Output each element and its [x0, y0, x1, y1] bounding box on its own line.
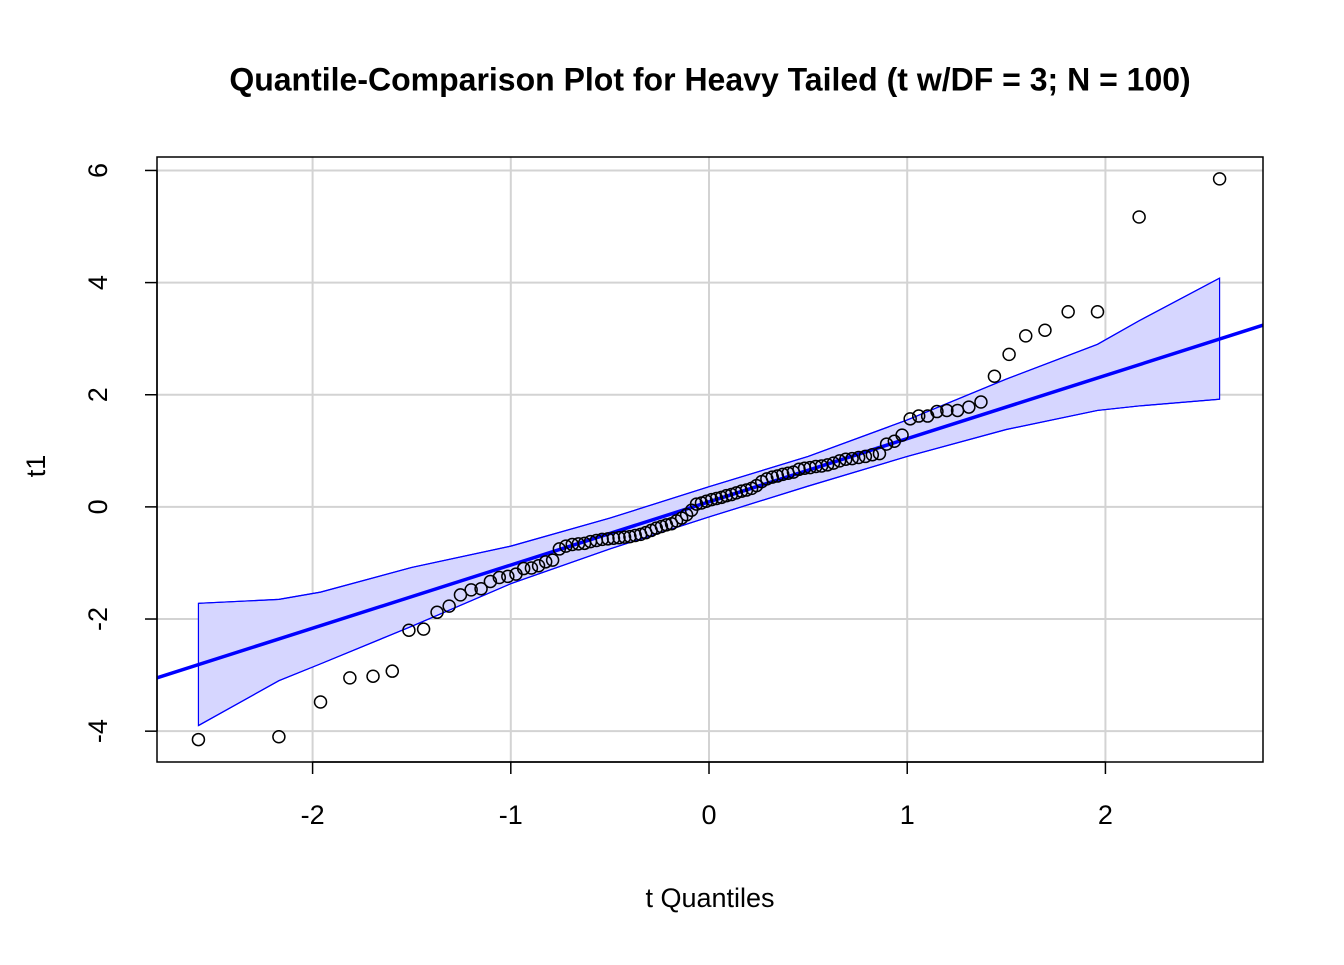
data-point	[962, 400, 976, 414]
data-point	[903, 412, 917, 426]
data-point	[734, 484, 749, 498]
data-point	[313, 695, 328, 709]
data-point	[820, 458, 835, 472]
data-point	[689, 497, 704, 511]
data-point	[851, 450, 866, 465]
data-point	[679, 507, 694, 522]
data-point	[617, 530, 632, 544]
data-point	[430, 605, 444, 620]
data-point	[832, 454, 847, 468]
data-point	[385, 664, 400, 678]
data-point	[974, 395, 988, 409]
y-tick-label: -2	[83, 607, 113, 631]
x-tick-label: 0	[701, 800, 716, 830]
plot-frame	[156, 156, 1264, 763]
data-point	[501, 569, 515, 584]
data-point	[1038, 323, 1052, 338]
data-point	[442, 599, 456, 613]
data-point	[709, 491, 724, 506]
data-point	[911, 409, 926, 423]
data-point	[474, 581, 488, 596]
data-point	[987, 369, 1002, 383]
data-point	[601, 532, 615, 546]
data-point	[343, 671, 357, 685]
data-point	[545, 553, 560, 567]
y-tick-label: 6	[83, 163, 113, 178]
data-point	[930, 404, 944, 419]
data-point	[492, 570, 507, 585]
data-point	[366, 669, 380, 683]
y-tick-label: 4	[83, 275, 113, 290]
data-point	[464, 583, 478, 597]
data-point	[704, 492, 719, 507]
data-point	[524, 561, 539, 575]
data-point	[879, 437, 894, 451]
x-axis-label: t Quantiles	[645, 883, 774, 913]
data-point	[538, 555, 553, 569]
data-point	[402, 623, 416, 637]
data-point	[826, 456, 841, 470]
data-point	[940, 403, 954, 418]
chart-title: Quantile-Comparison Plot for Heavy Taile…	[229, 61, 1190, 97]
data-point	[612, 530, 626, 545]
x-tick-label: 1	[900, 800, 915, 830]
data-point	[552, 542, 567, 556]
y-tick-label: 2	[83, 387, 113, 402]
data-point	[606, 531, 621, 546]
y-tick-label: -4	[83, 719, 113, 743]
envelope-upper	[198, 277, 1220, 604]
y-axis-label: t1	[21, 455, 51, 478]
data-point	[872, 446, 887, 461]
data-point	[895, 428, 909, 442]
reference-line	[157, 323, 1263, 680]
data-point	[865, 447, 880, 462]
data-point	[719, 488, 734, 503]
data-point	[623, 529, 637, 544]
data-point	[839, 452, 853, 466]
data-point	[559, 539, 573, 553]
plot-area	[157, 277, 1263, 727]
data-point	[1061, 305, 1075, 319]
y-tick-label: 0	[83, 499, 113, 514]
data-point	[845, 451, 859, 466]
envelope-lower	[198, 398, 1220, 727]
data-point	[1090, 305, 1105, 319]
data-point	[453, 588, 468, 602]
data-point	[531, 559, 546, 573]
x-tick-label: -2	[301, 800, 325, 830]
data-point	[272, 730, 286, 744]
data-point	[416, 622, 431, 636]
x-tick-label: -1	[499, 800, 523, 830]
data-point	[1002, 347, 1016, 362]
data-point	[858, 449, 873, 464]
data-point	[775, 467, 790, 482]
x-tick-label: 2	[1098, 800, 1113, 830]
data-point	[1018, 329, 1033, 343]
data-point	[1132, 210, 1146, 224]
data-point	[191, 732, 206, 747]
data-point	[1212, 172, 1227, 186]
data-point	[516, 561, 531, 576]
data-point	[483, 574, 498, 589]
